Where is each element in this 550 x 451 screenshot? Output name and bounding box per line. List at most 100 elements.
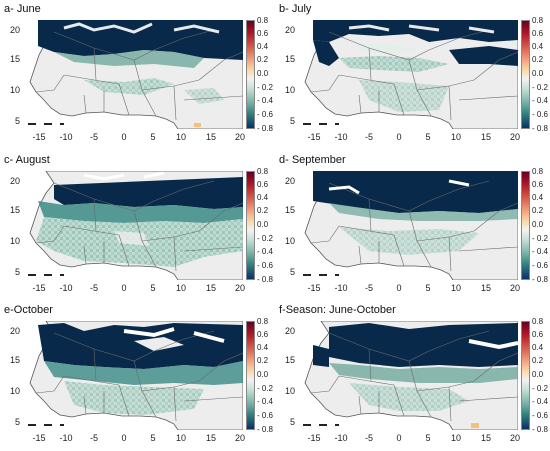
colorbar-tick: - 0.6 [257, 261, 274, 270]
colorbar-tick: 0.6 [257, 330, 269, 339]
y-tick: 10 [9, 85, 20, 95]
y-tick: 5 [14, 417, 20, 427]
x-tick: 5 [425, 433, 431, 443]
colorbar-tick: 0.2 [257, 206, 269, 215]
colorbar-tick: - 0.4 [532, 397, 549, 406]
colorbar-tick: 0.0 [532, 69, 544, 78]
x-tick: 5 [150, 283, 156, 293]
y-tick: 10 [284, 236, 295, 246]
x-tick: 15 [480, 283, 491, 293]
x-tick: 10 [175, 132, 186, 142]
scale-bar [28, 424, 64, 426]
x-tick: 10 [175, 433, 186, 443]
x-tick: 5 [425, 283, 431, 293]
x-tick: 0 [396, 283, 402, 293]
colorbar-tick: - 0.2 [532, 83, 549, 92]
x-tick: -5 [364, 132, 373, 142]
colorbar [246, 20, 255, 129]
colorbar [246, 321, 255, 430]
colorbar-tick: - 0.8 [532, 124, 549, 133]
correlation-map [299, 171, 518, 280]
y-tick: 15 [9, 355, 20, 365]
panel-title: e-October [4, 304, 53, 316]
x-tick: 5 [150, 132, 156, 142]
colorbar [521, 171, 530, 280]
colorbar-tick: - 0.6 [532, 110, 549, 119]
colorbar-tick: 0.4 [532, 42, 544, 51]
colorbar-tick: 0.6 [532, 29, 544, 38]
colorbar-tick: 0.0 [257, 220, 269, 229]
panel-title: d- September [279, 154, 346, 166]
x-tick: -5 [364, 283, 373, 293]
colorbar [246, 171, 255, 280]
colorbar [521, 321, 530, 430]
x-tick: 20 [509, 283, 520, 293]
y-tick: 20 [9, 25, 20, 35]
y-tick: 5 [14, 116, 20, 126]
x-tick: 10 [450, 132, 461, 142]
x-tick: -15 [32, 132, 46, 142]
x-tick: -5 [89, 132, 98, 142]
x-tick: 5 [425, 132, 431, 142]
x-tick: 15 [205, 132, 216, 142]
colorbar [521, 20, 530, 129]
map-panel-october: e-October 20 15 10 5 -15 -10 -5 0 5 10 1… [0, 301, 275, 451]
x-tick: 20 [509, 132, 520, 142]
colorbar-tick: 0.0 [532, 370, 544, 379]
y-tick: 10 [284, 386, 295, 396]
panel-title: f-Season: June-October [279, 304, 396, 316]
y-tick: 15 [284, 355, 295, 365]
colorbar-tick: - 0.6 [532, 411, 549, 420]
x-tick: -5 [364, 433, 373, 443]
map-panel-june: a- June 20 15 10 5 -15 -10 -5 0 5 10 15 … [0, 0, 275, 150]
colorbar-tick: 0.6 [532, 180, 544, 189]
map-panel-season: f-Season: June-October 20 15 10 5 -15 -1… [275, 301, 550, 451]
colorbar-tick: 0.8 [257, 16, 269, 25]
colorbar-tick: 0.8 [257, 167, 269, 176]
map-panel-july: b- July 20 15 10 5 -15 -10 -5 0 5 10 15 … [275, 0, 550, 150]
x-tick: 20 [234, 433, 245, 443]
y-tick: 5 [289, 267, 295, 277]
x-tick: -15 [32, 433, 46, 443]
x-tick: 0 [121, 283, 127, 293]
y-tick: 15 [284, 54, 295, 64]
colorbar-tick: 0.2 [532, 356, 544, 365]
x-tick: -10 [334, 283, 348, 293]
colorbar-tick: 0.8 [532, 167, 544, 176]
colorbar-tick: - 0.2 [257, 234, 274, 243]
x-tick: 0 [121, 132, 127, 142]
colorbar-tick: - 0.4 [257, 247, 274, 256]
colorbar-tick: 0.4 [532, 343, 544, 352]
colorbar-tick: 0.2 [532, 55, 544, 64]
colorbar-tick: 0.8 [532, 317, 544, 326]
x-tick: 15 [205, 433, 216, 443]
x-tick: -10 [334, 433, 348, 443]
colorbar-tick: - 0.8 [532, 425, 549, 434]
colorbar-tick: - 0.8 [257, 124, 274, 133]
x-tick: -10 [59, 132, 73, 142]
colorbar-tick: - 0.2 [532, 234, 549, 243]
y-tick: 10 [9, 236, 20, 246]
colorbar-tick: 0.4 [257, 42, 269, 51]
y-tick: 15 [9, 54, 20, 64]
y-tick: 20 [284, 326, 295, 336]
y-tick: 10 [284, 85, 295, 95]
scale-bar [303, 424, 339, 426]
colorbar-tick: - 0.2 [257, 83, 274, 92]
x-tick: -5 [89, 283, 98, 293]
correlation-map [24, 171, 243, 280]
x-tick: -15 [307, 283, 321, 293]
y-tick: 20 [284, 176, 295, 186]
colorbar-tick: - 0.4 [532, 247, 549, 256]
colorbar-tick: 0.4 [257, 343, 269, 352]
y-tick: 5 [289, 116, 295, 126]
scale-bar [303, 274, 339, 276]
colorbar-tick: 0.0 [257, 69, 269, 78]
x-tick: 10 [450, 433, 461, 443]
x-tick: -5 [89, 433, 98, 443]
correlation-map [24, 20, 243, 129]
y-tick: 15 [9, 205, 20, 215]
x-tick: -15 [32, 283, 46, 293]
colorbar-tick: 0.8 [532, 16, 544, 25]
y-tick: 20 [9, 326, 20, 336]
